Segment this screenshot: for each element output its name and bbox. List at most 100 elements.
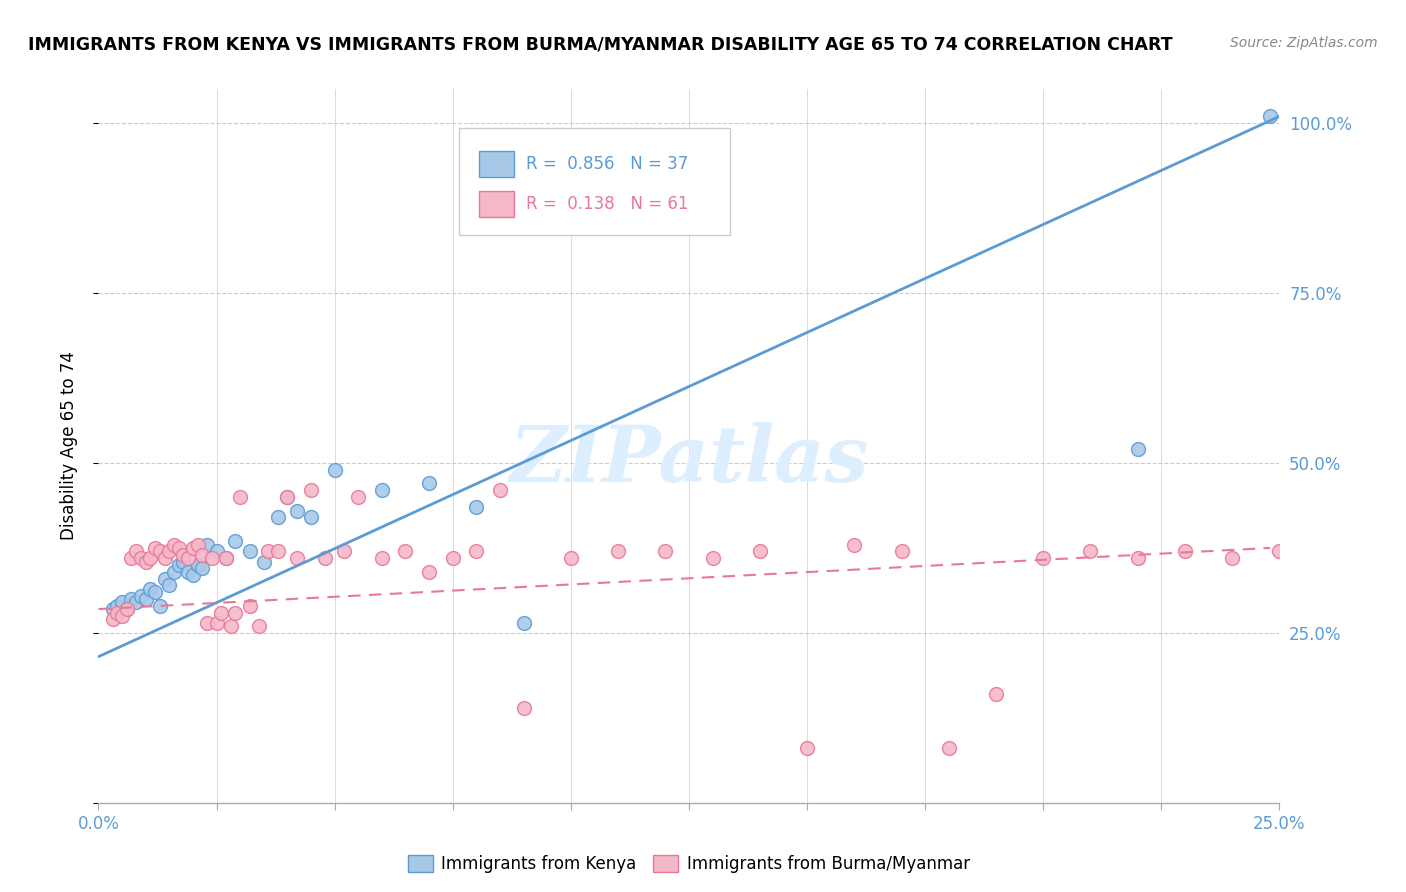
- Point: [276, 490, 298, 504]
- Point: [219, 619, 242, 633]
- Point: [135, 591, 157, 606]
- Point: [333, 544, 356, 558]
- Point: [181, 568, 204, 582]
- Point: [465, 544, 488, 558]
- Point: [105, 599, 128, 613]
- Point: [167, 558, 190, 572]
- Point: [181, 541, 204, 555]
- Point: [129, 589, 152, 603]
- Point: [984, 687, 1007, 701]
- Point: [512, 615, 534, 630]
- Point: [139, 551, 162, 566]
- Text: Source: ZipAtlas.com: Source: ZipAtlas.com: [1230, 36, 1378, 50]
- Point: [177, 565, 200, 579]
- Point: [299, 483, 322, 498]
- Point: [267, 544, 290, 558]
- Point: [465, 500, 488, 515]
- Point: [1258, 109, 1281, 123]
- Point: [257, 544, 280, 558]
- Point: [177, 551, 200, 566]
- Point: [276, 490, 298, 504]
- Point: [153, 551, 176, 566]
- FancyBboxPatch shape: [478, 191, 515, 217]
- Point: [314, 551, 336, 566]
- Point: [512, 700, 534, 714]
- Y-axis label: Disability Age 65 to 74: Disability Age 65 to 74: [59, 351, 77, 541]
- Point: [143, 585, 166, 599]
- Point: [1080, 544, 1102, 558]
- Point: [1268, 544, 1291, 558]
- Point: [1126, 551, 1149, 566]
- Point: [125, 544, 148, 558]
- Point: [394, 544, 416, 558]
- Legend: Immigrants from Kenya, Immigrants from Burma/Myanmar: Immigrants from Kenya, Immigrants from B…: [402, 848, 976, 880]
- Point: [167, 541, 190, 555]
- Point: [418, 565, 440, 579]
- Point: [285, 551, 308, 566]
- Point: [441, 551, 464, 566]
- Point: [125, 595, 148, 609]
- Point: [187, 537, 209, 551]
- Point: [1174, 544, 1197, 558]
- Point: [205, 615, 228, 630]
- Point: [267, 510, 290, 524]
- Point: [157, 544, 180, 558]
- Point: [163, 565, 186, 579]
- Point: [1126, 442, 1149, 457]
- Point: [224, 606, 246, 620]
- Point: [129, 551, 152, 566]
- Point: [157, 578, 180, 592]
- Point: [153, 572, 176, 586]
- Point: [115, 602, 138, 616]
- Point: [247, 619, 270, 633]
- Point: [224, 534, 246, 549]
- Point: [172, 548, 194, 562]
- Point: [143, 541, 166, 555]
- Text: IMMIGRANTS FROM KENYA VS IMMIGRANTS FROM BURMA/MYANMAR DISABILITY AGE 65 TO 74 C: IMMIGRANTS FROM KENYA VS IMMIGRANTS FROM…: [28, 36, 1173, 54]
- Point: [560, 551, 582, 566]
- Point: [115, 602, 138, 616]
- Point: [347, 490, 370, 504]
- Point: [135, 555, 157, 569]
- Point: [229, 490, 252, 504]
- Point: [121, 551, 143, 566]
- Text: R =  0.856   N = 37: R = 0.856 N = 37: [526, 155, 688, 173]
- Point: [105, 606, 128, 620]
- Point: [323, 463, 346, 477]
- Point: [796, 741, 818, 756]
- Point: [654, 544, 676, 558]
- Point: [285, 503, 308, 517]
- Point: [938, 741, 960, 756]
- Point: [489, 483, 512, 498]
- Point: [215, 551, 238, 566]
- Point: [371, 551, 394, 566]
- Point: [209, 606, 232, 620]
- Point: [163, 537, 186, 551]
- Point: [1032, 551, 1054, 566]
- Point: [702, 551, 724, 566]
- Point: [607, 544, 630, 558]
- Point: [890, 544, 912, 558]
- Point: [101, 612, 124, 626]
- Point: [111, 595, 134, 609]
- FancyBboxPatch shape: [478, 151, 515, 177]
- FancyBboxPatch shape: [458, 128, 730, 235]
- Text: ZIPatlas: ZIPatlas: [509, 422, 869, 499]
- Point: [191, 548, 214, 562]
- Point: [418, 476, 440, 491]
- Point: [149, 544, 172, 558]
- Point: [191, 561, 214, 575]
- Point: [201, 551, 224, 566]
- Point: [101, 602, 124, 616]
- Point: [149, 599, 172, 613]
- Point: [239, 544, 262, 558]
- Point: [121, 591, 143, 606]
- Point: [215, 551, 238, 566]
- Point: [195, 537, 218, 551]
- Point: [187, 558, 209, 572]
- Point: [139, 582, 162, 596]
- Point: [748, 544, 770, 558]
- Point: [299, 510, 322, 524]
- Point: [253, 555, 276, 569]
- Text: R =  0.138   N = 61: R = 0.138 N = 61: [526, 195, 689, 213]
